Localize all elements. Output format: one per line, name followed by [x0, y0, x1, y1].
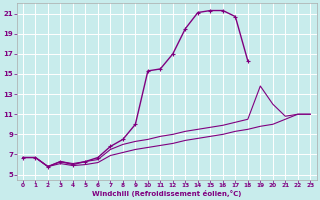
X-axis label: Windchill (Refroidissement éolien,°C): Windchill (Refroidissement éolien,°C) [92, 190, 241, 197]
